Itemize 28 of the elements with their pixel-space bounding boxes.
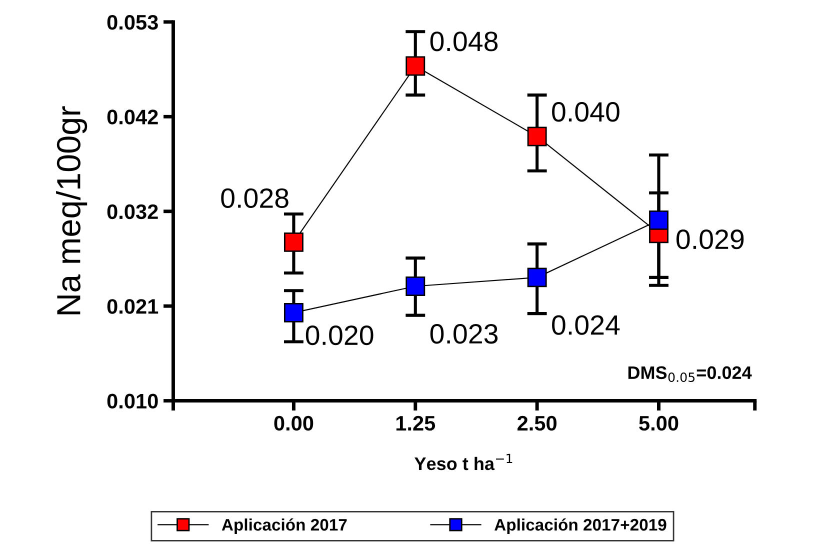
x-tick-label: 5.00 <box>639 416 678 431</box>
x-tick-label: 1.25 <box>396 416 436 431</box>
data-label: 0.029 <box>676 230 744 250</box>
y-axis-title: Na meq/100gr <box>56 106 88 314</box>
x-tick-label: 0.00 <box>274 416 314 431</box>
legend-label: Aplicación 2017+2019 <box>494 518 666 534</box>
point <box>527 268 547 288</box>
data-label: 0.024 <box>552 315 620 335</box>
point <box>406 276 426 296</box>
data-label: 0.048 <box>430 32 498 52</box>
point <box>284 232 304 252</box>
data-label: 0.023 <box>430 324 498 344</box>
data-label: 0.040 <box>552 102 620 122</box>
annotation: DMS$_{0.05}$=0.024 <box>628 366 752 382</box>
x-axis-title: Yeso t ha$^{−1}$ <box>414 454 512 470</box>
point <box>284 302 304 322</box>
y-tick-label: 0.010 <box>107 394 158 409</box>
y-tick-label: 0.032 <box>107 204 158 220</box>
y-tick-label: 0.042 <box>107 110 158 124</box>
data-label: 0.020 <box>306 325 374 346</box>
legend-label: Aplicación 2017 <box>222 518 347 534</box>
y-tick-label: 0.021 <box>107 299 158 314</box>
point <box>649 210 668 230</box>
point <box>406 56 426 76</box>
x-tick-label: 2.50 <box>518 416 556 431</box>
point <box>527 126 547 146</box>
y-tick-label: 0.053 <box>107 14 158 30</box>
data-label: 0.028 <box>221 188 288 208</box>
